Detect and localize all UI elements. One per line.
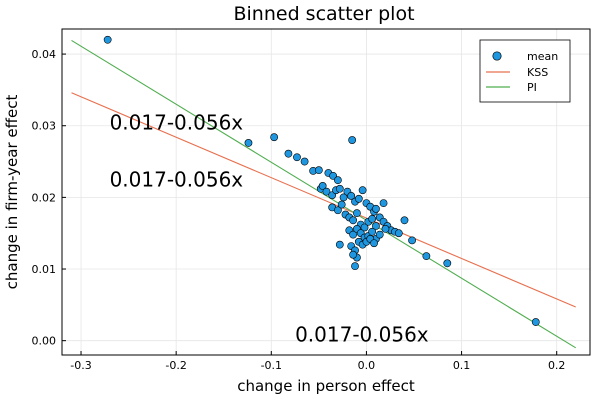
data-point <box>370 239 378 248</box>
x-axis-ticks: -0.3 -0.2 -0.1 0.0 0.1 0.2 <box>70 351 565 372</box>
x-tick-label: -0.1 <box>261 359 282 372</box>
legend-label-mean: mean <box>527 50 558 63</box>
y-tick-label: 0.02 <box>32 191 57 204</box>
data-point <box>284 149 293 158</box>
data-point <box>353 209 361 218</box>
legend-box <box>479 39 571 103</box>
data-point <box>300 157 309 166</box>
legend: mean KSS PI <box>479 39 571 103</box>
data-point <box>314 166 323 175</box>
data-point <box>394 229 403 238</box>
x-tick-label: 0.2 <box>548 359 566 372</box>
data-point <box>349 250 358 259</box>
data-point <box>351 262 359 271</box>
data-point <box>270 133 279 142</box>
data-point <box>337 200 346 209</box>
data-point <box>318 182 327 190</box>
y-tick-label: 0.00 <box>32 335 57 348</box>
data-point <box>422 252 431 261</box>
data-point <box>368 214 377 223</box>
plot-frame <box>61 28 591 356</box>
data-point <box>335 240 344 249</box>
data-point <box>372 204 380 213</box>
data-point <box>443 259 452 268</box>
y-tick-label: 0.01 <box>32 263 57 276</box>
chart-title: Binned scatter plot <box>233 3 414 25</box>
data-point <box>372 222 380 230</box>
data-point <box>339 193 348 202</box>
data-point <box>358 186 367 195</box>
data-point <box>408 236 416 245</box>
legend-label-pi: PI <box>527 81 537 94</box>
data-point <box>349 216 358 225</box>
y-tick-label: 0.04 <box>32 48 57 61</box>
data-point <box>349 230 358 239</box>
data-point <box>360 223 369 232</box>
scatter-points <box>103 35 540 326</box>
data-point <box>333 176 342 185</box>
legend-marker-mean <box>492 51 502 61</box>
data-point <box>293 153 301 162</box>
annotation-text: 0.017-0.056x <box>295 322 429 346</box>
data-point <box>322 187 331 196</box>
y-axis-label: change in firm-year effect <box>3 95 21 290</box>
data-point <box>347 192 356 200</box>
annotation-text: 0.017-0.056x <box>110 168 244 192</box>
data-point <box>348 136 357 144</box>
x-tick-label: -0.2 <box>165 359 186 372</box>
x-tick-label: -0.3 <box>70 359 91 372</box>
data-point <box>381 224 390 233</box>
x-tick-label: 0.0 <box>358 359 376 372</box>
annotations: 0.017-0.056x 0.017-0.056x 0.017-0.056x <box>110 110 429 346</box>
data-point <box>400 216 409 225</box>
data-point <box>333 206 342 215</box>
x-tick-label: 0.1 <box>453 359 471 372</box>
data-point <box>379 199 388 208</box>
data-point <box>244 139 253 147</box>
data-point <box>368 227 377 236</box>
series-line-kss <box>71 92 576 308</box>
x-axis-label: change in person effect <box>237 377 415 395</box>
legend-label-kss: KSS <box>527 66 548 79</box>
data-point <box>354 194 363 203</box>
annotation-text: 0.017-0.056x <box>110 110 244 134</box>
y-tick-label: 0.03 <box>32 120 57 133</box>
y-axis-ticks: 0.00 0.01 0.02 0.03 0.04 <box>32 48 66 348</box>
data-point <box>103 35 112 44</box>
data-point <box>375 230 384 239</box>
data-point <box>531 318 540 326</box>
data-point <box>335 184 344 193</box>
